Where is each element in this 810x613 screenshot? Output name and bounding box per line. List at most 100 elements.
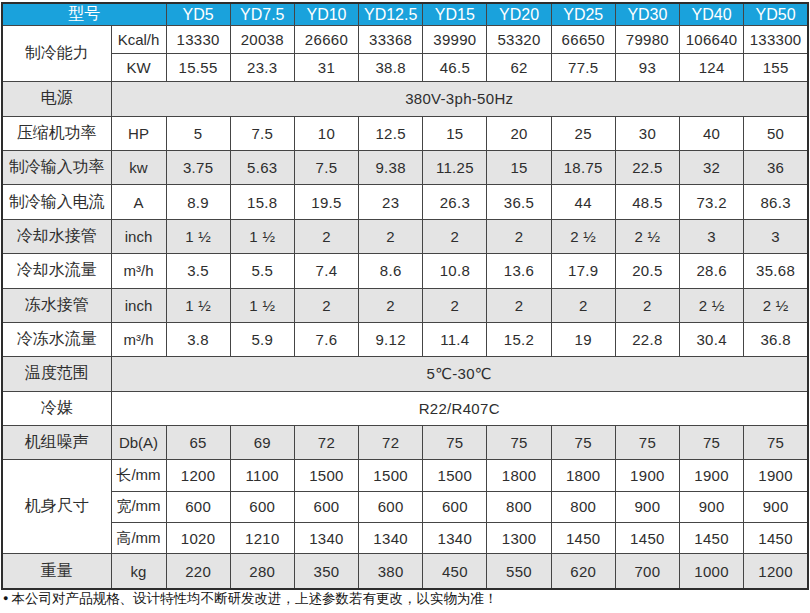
- value-cell: 1500: [359, 460, 423, 491]
- value-cell: 220: [166, 554, 230, 589]
- value-cell: 15.8: [230, 185, 294, 219]
- value-cell: 5.9: [230, 322, 294, 356]
- unit-cell: HP: [111, 116, 166, 150]
- model-column-header: YD20: [487, 3, 551, 26]
- unit-cell: inch: [111, 219, 166, 253]
- value-cell: 26.3: [423, 185, 487, 219]
- table-row: 冷却水流量m³/h3.55.57.48.610.813.617.920.528.…: [2, 254, 808, 288]
- row-label-cell: 温度范围: [2, 357, 111, 391]
- spec-table-header: 型号YD5YD7.5YD10YD12.5YD15YD20YD25YD30YD40…: [2, 3, 808, 26]
- value-cell: 8.6: [359, 254, 423, 288]
- row-label-cell: 机身尺寸: [2, 460, 111, 554]
- value-cell: 5.63: [230, 151, 294, 185]
- table-row: 高/mm102012101340134013401300145014501450…: [2, 522, 808, 553]
- model-column-header: YD7.5: [230, 3, 294, 26]
- value-cell: 2: [359, 288, 423, 322]
- row-label-cell: 冷冻水流量: [2, 322, 111, 356]
- unit-cell: KW: [111, 54, 166, 82]
- value-cell: 5: [166, 116, 230, 150]
- value-cell: 3.5: [166, 254, 230, 288]
- value-cell: 32: [680, 151, 744, 185]
- value-cell: 15.2: [487, 322, 551, 356]
- table-row: 机身尺寸长/mm12001100150015001500180018001900…: [2, 460, 808, 491]
- value-cell: 75: [615, 426, 679, 460]
- value-cell: 1000: [680, 554, 744, 589]
- value-cell: 20.5: [615, 254, 679, 288]
- value-cell: 86.3: [744, 185, 808, 219]
- model-column-header: YD15: [423, 3, 487, 26]
- value-cell: 20: [487, 116, 551, 150]
- value-cell: 2 ½: [744, 288, 808, 322]
- value-cell: 13330: [166, 26, 230, 54]
- value-cell: 38.8: [359, 54, 423, 82]
- row-label-cell: 冻水接管: [2, 288, 111, 322]
- value-cell: 1020: [166, 522, 230, 553]
- value-cell: 620: [551, 554, 615, 589]
- model-label-cell: 型号: [2, 3, 166, 26]
- model-column-header: YD10: [294, 3, 358, 26]
- value-cell: 25: [551, 116, 615, 150]
- value-cell: 133300: [744, 26, 808, 54]
- value-cell: 1 ½: [166, 288, 230, 322]
- value-cell: 77.5: [551, 54, 615, 82]
- value-cell: 106640: [680, 26, 744, 54]
- value-cell: 1800: [551, 460, 615, 491]
- value-cell: 72: [294, 426, 358, 460]
- value-cell: 73.2: [680, 185, 744, 219]
- value-cell: 15: [487, 151, 551, 185]
- value-cell: 19.5: [294, 185, 358, 219]
- value-cell: 75: [487, 426, 551, 460]
- value-cell: 700: [615, 554, 679, 589]
- value-cell: 1210: [230, 522, 294, 553]
- table-row: 机组噪声Db(A)65697272757575757575: [2, 426, 808, 460]
- value-cell: 1450: [680, 522, 744, 553]
- value-cell: 46.5: [423, 54, 487, 82]
- value-cell: 22.5: [615, 151, 679, 185]
- value-cell: 900: [680, 491, 744, 522]
- model-column-header: YD5: [166, 3, 230, 26]
- value-cell: 2 ½: [615, 219, 679, 253]
- model-column-header: YD40: [680, 3, 744, 26]
- value-cell: 1800: [487, 460, 551, 491]
- value-cell: 280: [230, 554, 294, 589]
- value-cell: 7.5: [294, 151, 358, 185]
- unit-cell: kw: [111, 151, 166, 185]
- value-cell: 1900: [680, 460, 744, 491]
- value-cell: 2: [615, 288, 679, 322]
- value-cell: 5.5: [230, 254, 294, 288]
- value-cell: 1100: [230, 460, 294, 491]
- row-label-cell: 冷却水流量: [2, 254, 111, 288]
- unit-cell: m³/h: [111, 254, 166, 288]
- merged-value-cell: R22/R407C: [111, 391, 808, 425]
- value-cell: 3: [680, 219, 744, 253]
- model-column-header: YD25: [551, 3, 615, 26]
- value-cell: 11.4: [423, 322, 487, 356]
- table-row: 压缩机功率HP57.51012.5152025304050: [2, 116, 808, 150]
- value-cell: 1 ½: [230, 288, 294, 322]
- value-cell: 66650: [551, 26, 615, 54]
- value-cell: 75: [423, 426, 487, 460]
- value-cell: 600: [423, 491, 487, 522]
- value-cell: 36.8: [744, 322, 808, 356]
- unit-cell: 高/mm: [111, 522, 166, 553]
- unit-cell: Db(A): [111, 426, 166, 460]
- value-cell: 3.75: [166, 151, 230, 185]
- value-cell: 23.3: [230, 54, 294, 82]
- value-cell: 1200: [744, 554, 808, 589]
- row-label-cell: 冷媒: [2, 391, 111, 425]
- row-label-cell: 制冷能力: [2, 26, 111, 82]
- value-cell: 1340: [294, 522, 358, 553]
- value-cell: 1900: [744, 460, 808, 491]
- value-cell: 2: [487, 288, 551, 322]
- value-cell: 1300: [487, 522, 551, 553]
- value-cell: 19: [551, 322, 615, 356]
- value-cell: 75: [744, 426, 808, 460]
- value-cell: 62: [487, 54, 551, 82]
- unit-cell: 长/mm: [111, 460, 166, 491]
- value-cell: 7.4: [294, 254, 358, 288]
- value-cell: 79980: [615, 26, 679, 54]
- merged-value-cell: 5℃-30℃: [111, 357, 808, 391]
- value-cell: 1340: [423, 522, 487, 553]
- value-cell: 17.9: [551, 254, 615, 288]
- table-row: 冻水接管inch1 ½1 ½2222222 ½2 ½: [2, 288, 808, 322]
